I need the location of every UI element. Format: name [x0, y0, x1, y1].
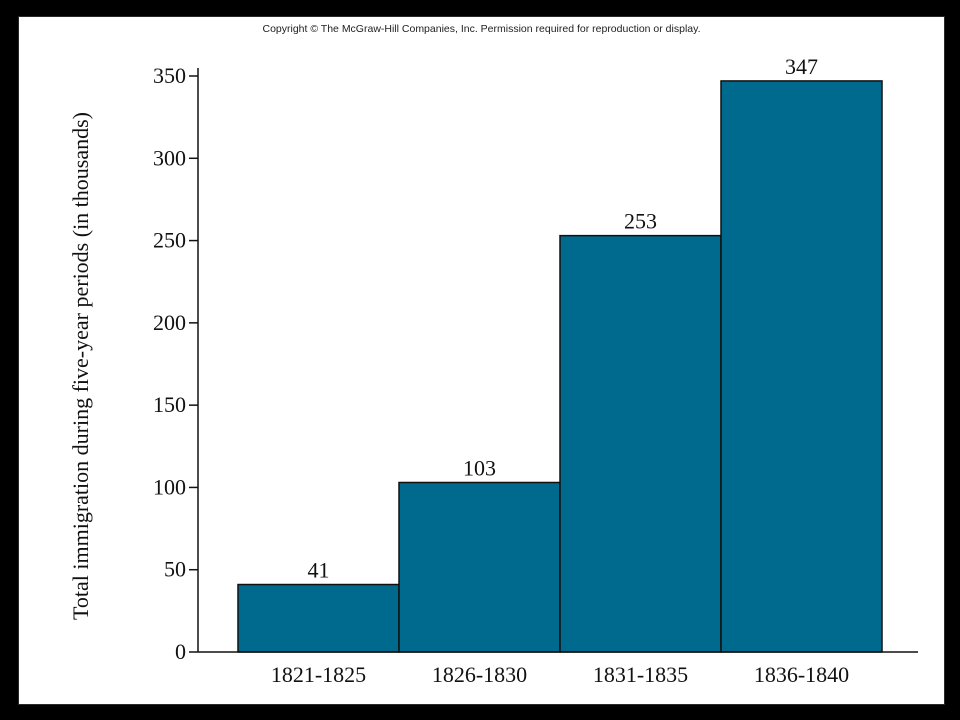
data-label-1831-1835: 253 [624, 209, 657, 234]
y-axis-label: Total immigration during five-year perio… [68, 112, 93, 620]
y-tick-label-0: 0 [175, 639, 186, 664]
data-label-1836-1840: 347 [785, 54, 818, 79]
y-tick-label-100: 100 [153, 474, 186, 499]
x-tick-label-1826-1830: 1826-1830 [432, 662, 527, 687]
y-tick-label-300: 300 [153, 145, 186, 170]
x-tick-label-1831-1835: 1831-1835 [593, 662, 688, 687]
y-tick-label-200: 200 [153, 310, 186, 335]
bars-group [237, 80, 883, 653]
bar-1821-1825 [237, 583, 400, 653]
x-tick-label-1821-1825: 1821-1825 [271, 662, 366, 687]
data-labels-group: 41 103 253 347 [308, 54, 819, 583]
x-axis: 1821-1825 1826-1830 1831-1835 1836-1840 [198, 651, 918, 687]
y-tick-label-150: 150 [153, 392, 186, 417]
copyright-notice: Copyright © The McGraw-Hill Companies, I… [262, 23, 701, 35]
y-tick-label-50: 50 [164, 557, 186, 582]
data-label-1821-1825: 41 [308, 558, 330, 583]
bar-1836-1840 [720, 80, 883, 653]
data-label-1826-1830: 103 [463, 455, 496, 480]
y-tick-label-250: 250 [153, 228, 186, 253]
y-tick-label-350: 350 [153, 63, 186, 88]
bar-1831-1835 [559, 234, 722, 653]
x-tick-label-1836-1840: 1836-1840 [754, 662, 849, 687]
bar-1826-1830 [398, 481, 561, 653]
y-axis: 0 50 100 150 200 250 300 350 [153, 63, 199, 664]
